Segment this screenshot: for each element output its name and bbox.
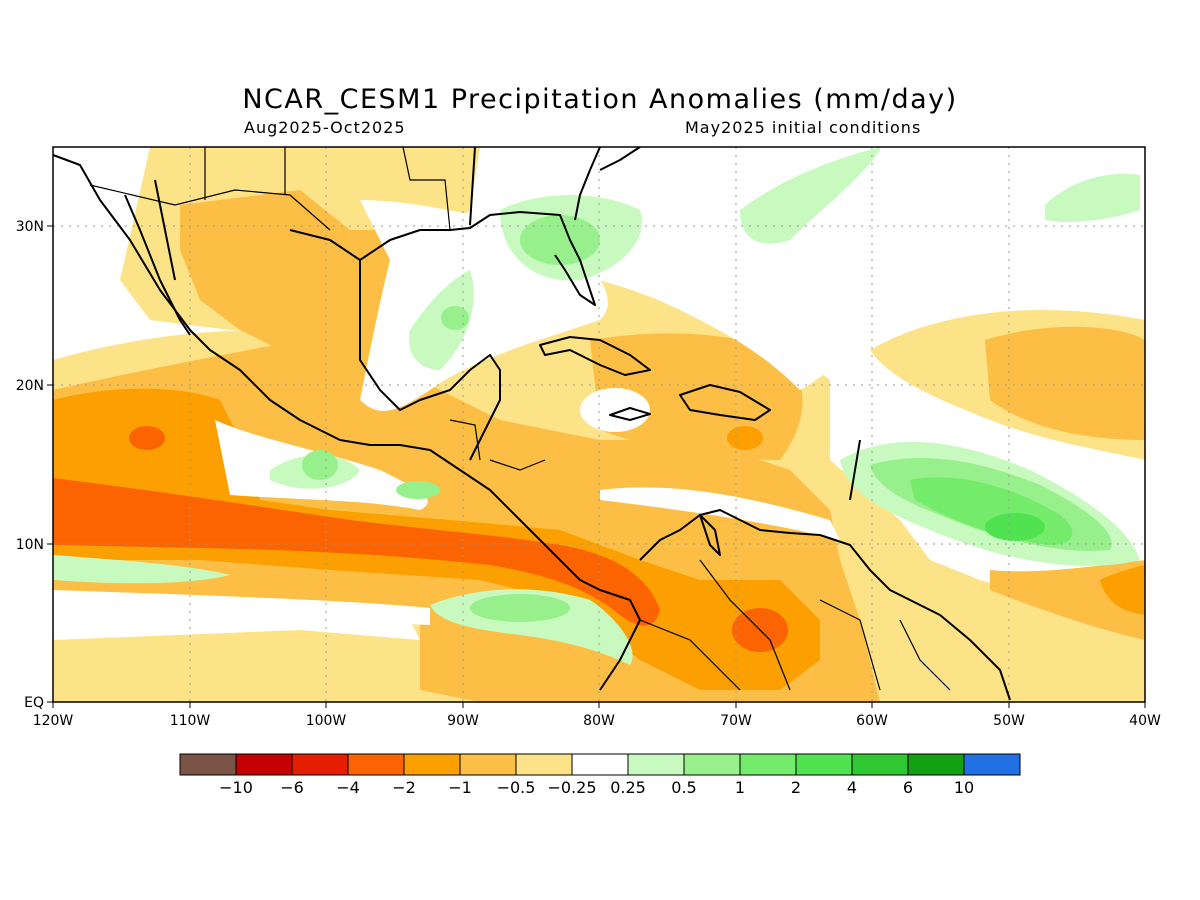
colorbar-swatch [515, 753, 573, 776]
colorbar-label: 2 [791, 778, 801, 797]
colorbar-swatch [683, 753, 741, 776]
colorbar-swatch [739, 753, 797, 776]
wet-core [985, 513, 1045, 541]
colorbar-swatch [347, 753, 405, 776]
colorbar-swatch [963, 753, 1021, 776]
colorbar-label: −10 [219, 778, 253, 797]
latitude-labels: 30N 20N 10N EQ [16, 219, 44, 711]
coastlines [53, 147, 1011, 701]
graticule [53, 147, 1145, 702]
wet-core [302, 450, 338, 480]
colorbar-label: 10 [954, 778, 974, 797]
colorbar-labels: −10 −6 −4 −2 −1 −0.5 −0.25 0.25 0.5 1 2 4 6 10 [219, 778, 974, 797]
lat-label: 10N [16, 537, 44, 553]
colorbar-label: 0.25 [610, 778, 646, 797]
colorbar-label: 4 [847, 778, 857, 797]
axis-ticks [47, 225, 1146, 708]
dry-region-atlantic-medium [985, 326, 1145, 440]
colorbar-swatch [851, 753, 909, 776]
lon-label: 110W [170, 713, 211, 729]
near-zero-region [53, 590, 430, 625]
colorbar-swatch [627, 753, 685, 776]
colorbar-label: −4 [336, 778, 360, 797]
initial-conditions: May2025 initial conditions [685, 118, 922, 137]
lon-label: 80W [583, 713, 615, 729]
colorbar-label: 6 [903, 778, 913, 797]
lon-label: 120W [33, 713, 74, 729]
near-zero-region [580, 388, 650, 432]
lat-label: 20N [16, 378, 44, 394]
colorbar-swatch [291, 753, 349, 776]
dry-core [129, 426, 165, 450]
colorbar-label: −1 [448, 778, 472, 797]
colorbar-swatch [459, 753, 517, 776]
map-title: NCAR_CESM1 Precipitation Anomalies (mm/d… [242, 84, 958, 115]
wet-core [470, 594, 570, 622]
wet-region-atlantic-north [740, 147, 880, 244]
colorbar-swatch [179, 753, 237, 776]
wet-core [396, 481, 440, 499]
colorbar-label: −0.25 [547, 778, 596, 797]
longitude-labels: 120W 110W 100W 90W 80W 70W 60W 50W 40W [33, 713, 1161, 729]
near-zero-region [520, 147, 1145, 390]
colorbar-swatch [571, 753, 629, 776]
lon-label: 60W [856, 713, 888, 729]
lon-label: 90W [447, 713, 479, 729]
colorbar-label: −0.5 [497, 778, 536, 797]
lon-label: 70W [720, 713, 752, 729]
wet-core [441, 306, 469, 330]
colorbar-label: −2 [392, 778, 416, 797]
forecast-period: Aug2025-Oct2025 [244, 118, 406, 137]
dry-patch [727, 426, 763, 450]
wet-region-pacific-west [53, 555, 230, 584]
colorbar-swatch [907, 753, 965, 776]
near-zero-region [600, 487, 840, 540]
lon-label: 50W [993, 713, 1025, 729]
wet-region-atlantic-north [1045, 173, 1140, 222]
colorbar-swatch [235, 753, 293, 776]
colorbar-swatch [795, 753, 853, 776]
wet-core [520, 215, 600, 265]
borders [89, 147, 951, 691]
colorbar [179, 753, 1021, 776]
lat-label: 30N [16, 219, 44, 235]
colorbar-label: −6 [280, 778, 304, 797]
dry-region-very-strong [53, 478, 660, 626]
lat-label: EQ [24, 695, 44, 711]
colorbar-label: 1 [735, 778, 745, 797]
colorbar-label: 0.5 [671, 778, 696, 797]
lon-label: 40W [1129, 713, 1161, 729]
colorbar-swatch [403, 753, 461, 776]
anomaly-field [53, 147, 1145, 702]
lon-label: 100W [306, 713, 347, 729]
dry-region-atlantic-strong [1100, 565, 1145, 615]
